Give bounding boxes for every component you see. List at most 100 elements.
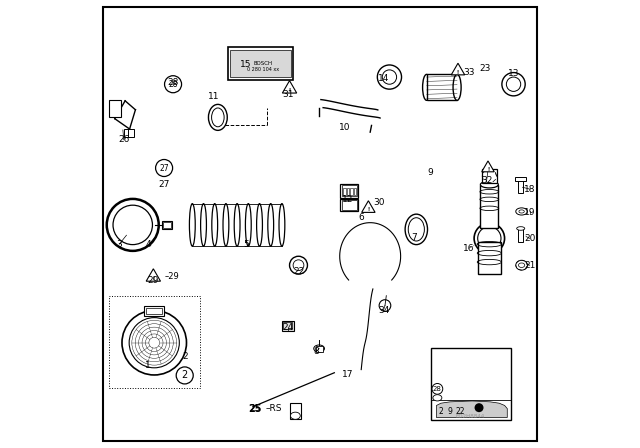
Text: 31: 31	[282, 90, 294, 99]
Text: 21: 21	[524, 261, 535, 270]
Ellipse shape	[516, 227, 525, 230]
Text: 0 280 104 xx: 0 280 104 xx	[246, 67, 278, 72]
Text: !: !	[367, 207, 369, 212]
Ellipse shape	[212, 203, 218, 246]
Text: !: !	[487, 167, 489, 172]
Bar	[340, 199, 358, 211]
Bar	[427, 74, 457, 100]
Circle shape	[378, 65, 401, 89]
Ellipse shape	[314, 345, 324, 352]
Circle shape	[164, 76, 182, 93]
Ellipse shape	[189, 203, 195, 246]
Text: 9: 9	[447, 407, 452, 416]
Ellipse shape	[433, 395, 442, 401]
Circle shape	[156, 159, 173, 177]
Text: 1: 1	[145, 361, 150, 370]
Circle shape	[474, 403, 484, 412]
Bar	[284, 322, 292, 329]
Ellipse shape	[453, 74, 461, 100]
Ellipse shape	[516, 208, 527, 215]
Ellipse shape	[200, 203, 207, 246]
Circle shape	[432, 383, 443, 394]
Text: 19: 19	[524, 208, 536, 217]
Bar	[163, 221, 172, 229]
Circle shape	[379, 300, 391, 311]
Ellipse shape	[405, 214, 428, 245]
Text: 27: 27	[159, 164, 169, 172]
Circle shape	[289, 256, 307, 274]
Text: 12: 12	[342, 195, 353, 204]
Circle shape	[502, 73, 525, 96]
Text: 28: 28	[168, 78, 179, 87]
Text: BOSCH: BOSCH	[253, 61, 272, 66]
Text: 22: 22	[455, 407, 465, 416]
Circle shape	[107, 199, 159, 251]
Bar	[354, 188, 356, 195]
Polygon shape	[451, 63, 465, 75]
Ellipse shape	[291, 412, 300, 419]
Text: 23: 23	[479, 64, 490, 73]
Bar	[515, 177, 526, 181]
Ellipse shape	[209, 104, 227, 130]
Text: 26: 26	[118, 135, 129, 144]
Text: 24: 24	[282, 323, 293, 332]
Bar	[109, 296, 200, 388]
Bar	[109, 100, 121, 117]
Ellipse shape	[474, 223, 504, 254]
Text: 27: 27	[159, 180, 170, 189]
Ellipse shape	[257, 203, 262, 246]
Text: 9: 9	[427, 168, 433, 177]
Ellipse shape	[268, 203, 274, 246]
Bar	[477, 242, 501, 274]
Polygon shape	[362, 201, 375, 212]
Text: 30: 30	[373, 198, 385, 207]
Bar	[316, 346, 323, 352]
Polygon shape	[146, 269, 161, 281]
Text: 14: 14	[378, 74, 389, 83]
Text: 25: 25	[248, 404, 262, 414]
Bar	[431, 348, 511, 420]
Text: 2: 2	[438, 407, 444, 416]
Text: 2: 2	[182, 352, 188, 361]
Text: 29: 29	[148, 276, 159, 284]
Ellipse shape	[279, 203, 285, 246]
Bar	[342, 200, 356, 210]
Circle shape	[122, 310, 186, 375]
Text: 18: 18	[524, 185, 536, 194]
Text: 8: 8	[314, 347, 319, 356]
Bar	[518, 179, 524, 193]
Polygon shape	[436, 401, 508, 418]
Text: !: !	[289, 87, 291, 93]
Text: 17: 17	[342, 370, 353, 379]
Text: 25: 25	[250, 404, 260, 413]
Bar	[289, 403, 301, 419]
Text: 33: 33	[463, 68, 474, 77]
Bar	[342, 185, 356, 196]
Text: ED2H8844: ED2H8844	[456, 414, 485, 419]
Bar	[145, 306, 164, 316]
Text: 28: 28	[433, 386, 442, 392]
Bar	[340, 184, 358, 198]
Text: 20: 20	[524, 234, 535, 243]
Text: 28: 28	[168, 80, 178, 89]
Text: 5: 5	[243, 240, 249, 249]
Ellipse shape	[223, 203, 229, 246]
Bar	[230, 50, 291, 77]
Bar	[481, 185, 499, 228]
Text: –29: –29	[164, 272, 179, 281]
Text: 10: 10	[339, 123, 350, 132]
Text: 11: 11	[207, 92, 219, 101]
Text: 13: 13	[508, 69, 519, 78]
Text: 6: 6	[358, 213, 364, 222]
Text: 22: 22	[293, 267, 304, 276]
Text: 15: 15	[241, 60, 252, 69]
Ellipse shape	[422, 74, 431, 100]
Bar	[124, 129, 134, 137]
Text: 32: 32	[481, 176, 492, 185]
Bar	[347, 188, 349, 195]
Bar	[351, 188, 353, 195]
Bar	[518, 229, 524, 242]
Text: !: !	[457, 69, 459, 75]
Bar	[163, 222, 172, 228]
Text: –RS: –RS	[266, 404, 282, 413]
